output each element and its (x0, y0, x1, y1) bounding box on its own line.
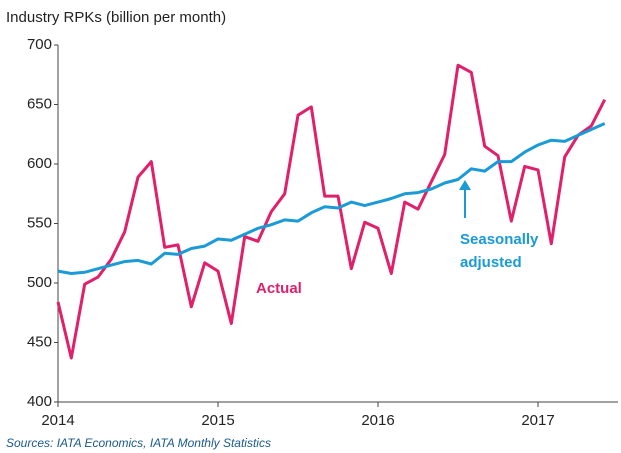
x-tick-label: 2016 (361, 412, 394, 429)
source-note: Sources: IATA Economics, IATA Monthly St… (6, 436, 271, 450)
x-tick-label: 2017 (521, 412, 554, 429)
annotation: adjusted (460, 254, 522, 271)
y-tick-label: 700 (27, 36, 52, 53)
annotation: Seasonally (460, 231, 539, 248)
annotation: Actual (256, 280, 302, 297)
y-tick-label: 650 (27, 95, 52, 112)
y-tick-label: 450 (27, 333, 52, 350)
x-tick-label: 2014 (41, 412, 74, 429)
y-tick-label: 500 (27, 274, 52, 291)
chart-title: Industry RPKs (billion per month) (6, 9, 226, 26)
annotation-arrowhead (459, 180, 471, 190)
series-line (56, 63, 607, 360)
y-tick-label: 400 (27, 393, 52, 410)
y-tick-label: 600 (27, 155, 52, 172)
y-tick-label: 550 (27, 214, 52, 231)
series-line (57, 122, 606, 275)
x-tick-label: 2015 (201, 412, 234, 429)
